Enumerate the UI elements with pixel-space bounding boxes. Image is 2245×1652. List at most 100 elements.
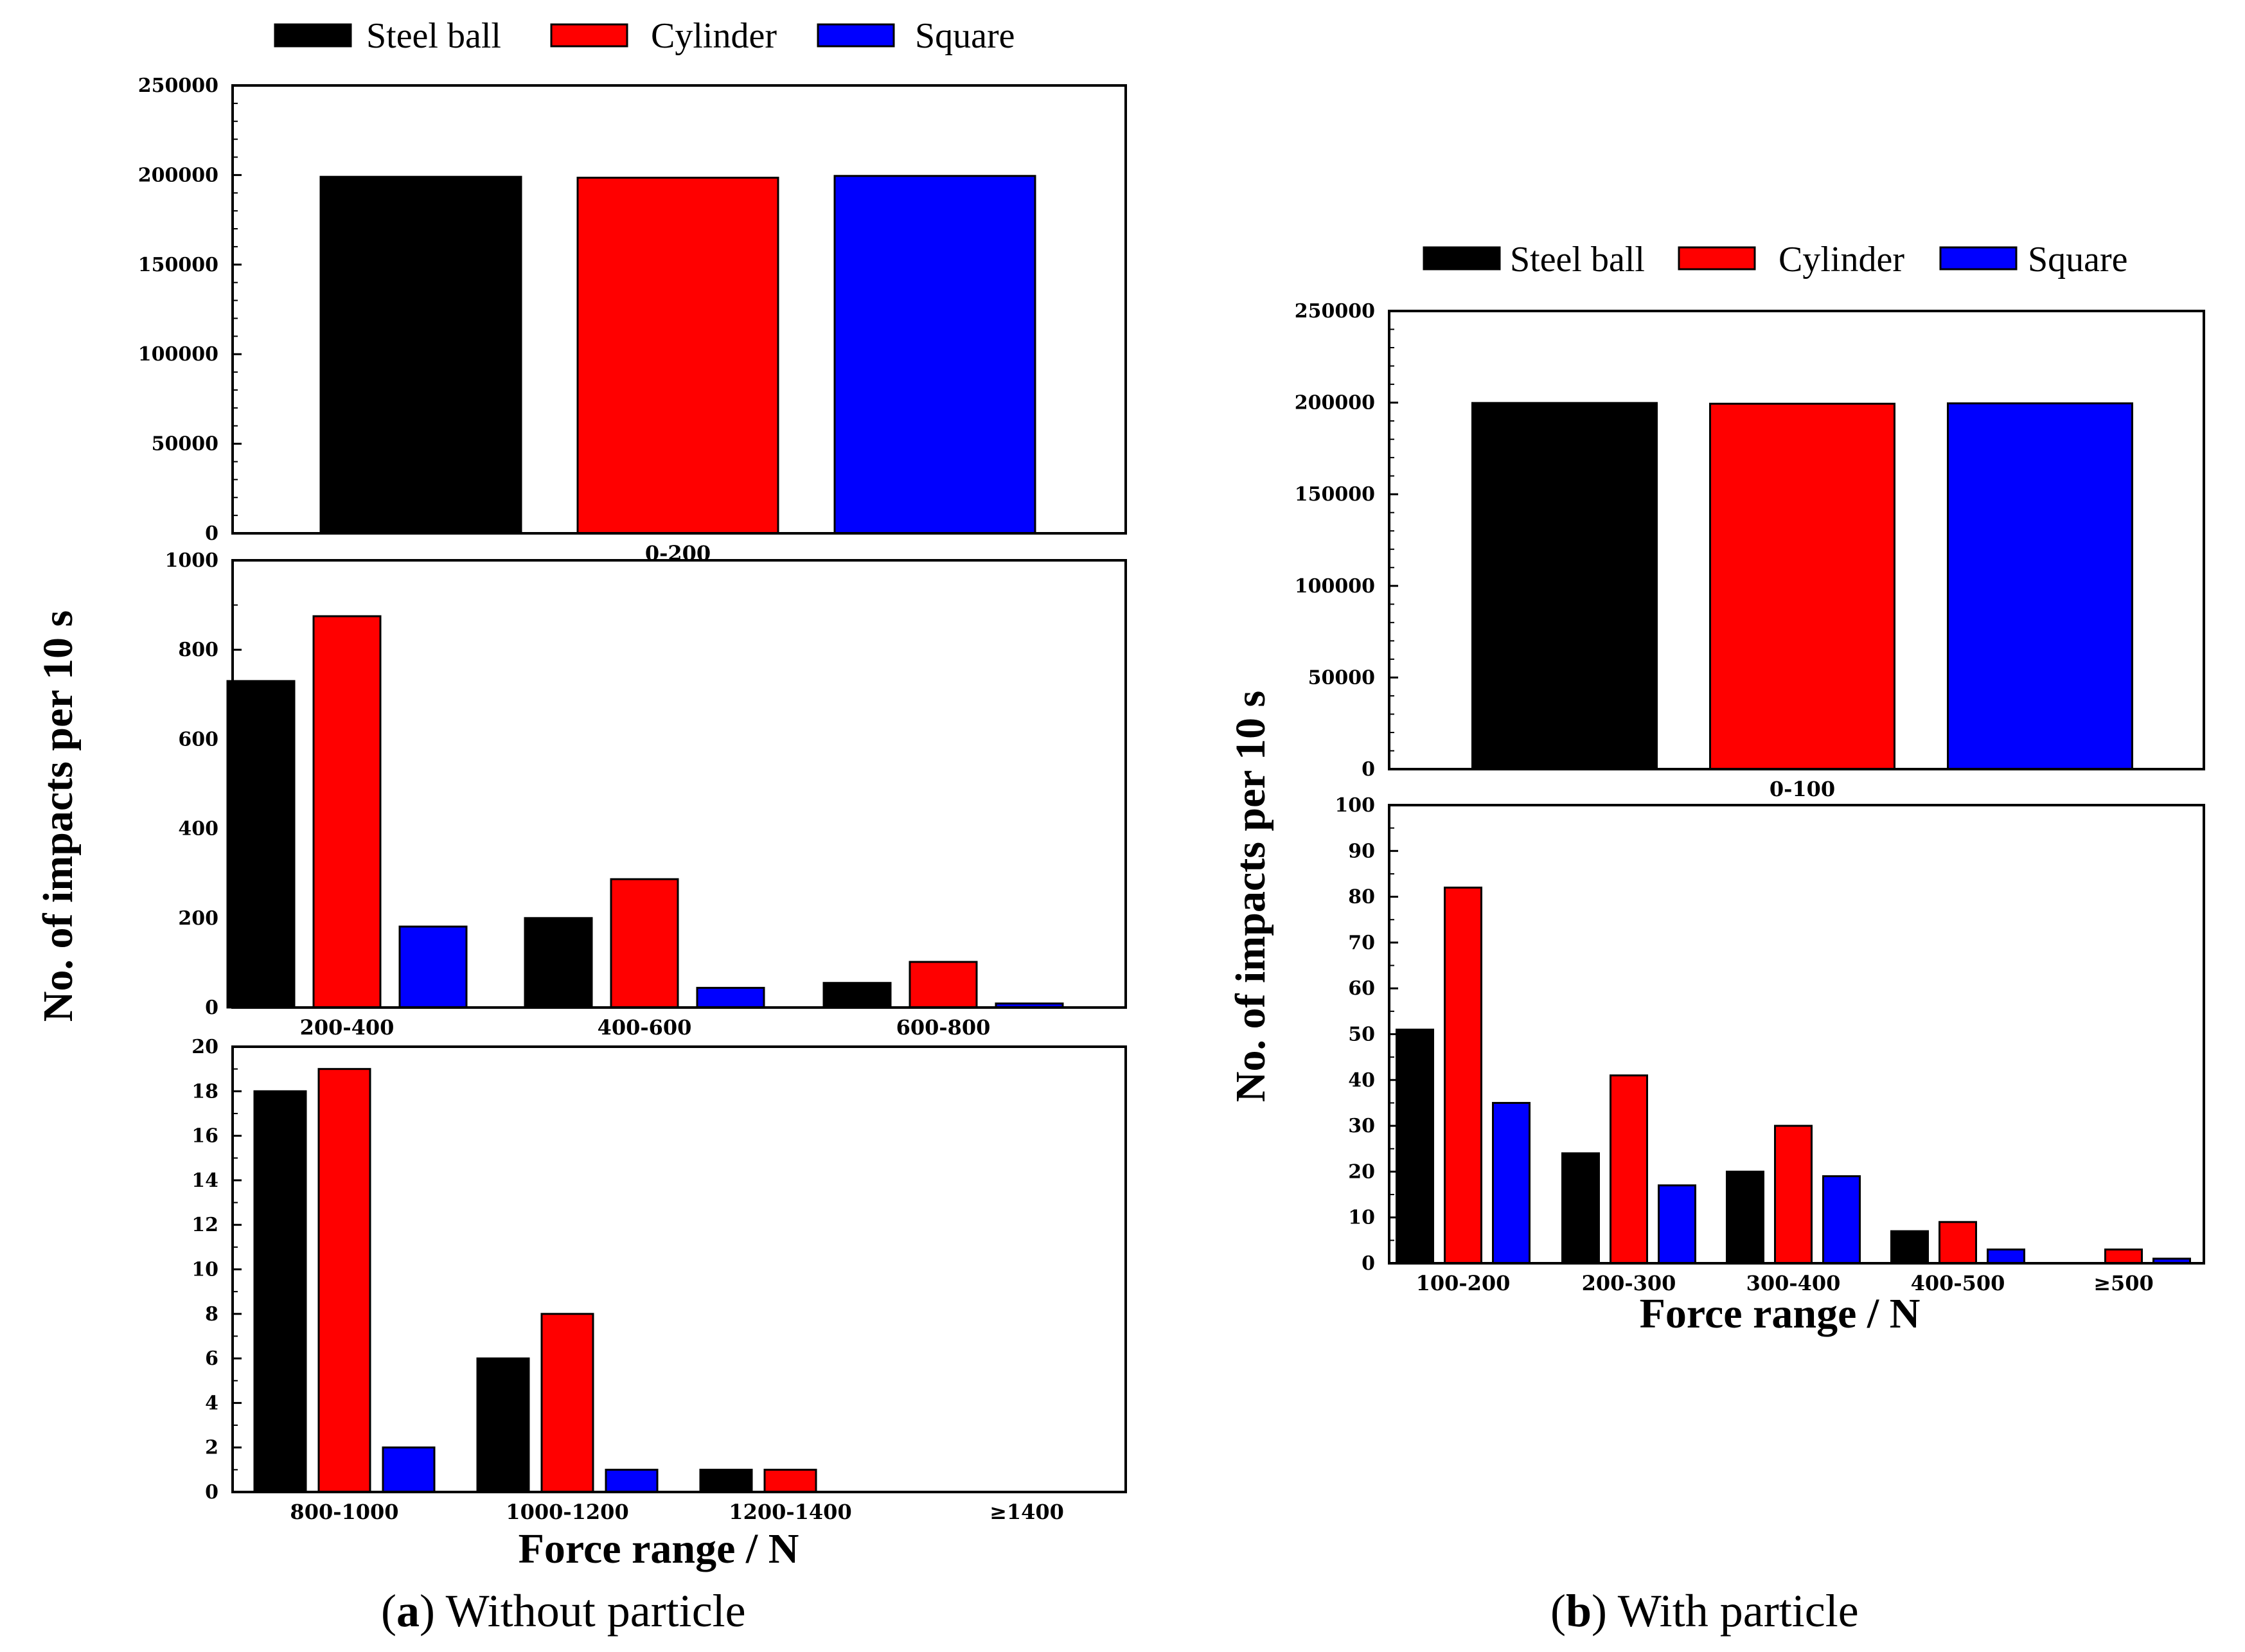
bar-square-0	[398, 925, 468, 1009]
bar-steel-1	[524, 917, 593, 1009]
plot-frame	[1388, 310, 2205, 770]
y-tick-label: 16	[191, 1125, 218, 1148]
y-tick-label: 8	[205, 1303, 218, 1326]
y-tick-label: 0	[205, 522, 218, 545]
y-tick-label: 150000	[138, 254, 218, 276]
y-tick-label: 10	[191, 1259, 218, 1281]
x-category-label: 600-800	[896, 1015, 991, 1040]
bar-cylinder-0	[576, 177, 779, 535]
caption-a-text: ) Without particle	[420, 1585, 746, 1637]
legend-b: Steel ball Cylinder Square	[1423, 240, 2128, 280]
legend-a-label-square: Square	[915, 16, 1015, 56]
panel-a-bot: 0 2 4 6 8 10 12 14 16 18 20 800-1000 1000-1200 1200-1…	[191, 1036, 1127, 1524]
legend-a-swatch-square	[817, 23, 895, 48]
legend-a-swatch-steel	[274, 23, 352, 48]
x-axis-label-a: Force range / N	[519, 1525, 799, 1572]
bar-square-1	[1658, 1184, 1696, 1265]
y-tick-label: 100	[1335, 794, 1375, 817]
caption-a-open: (	[381, 1585, 396, 1637]
legend-a: Steel ball Cylinder Square	[274, 16, 1015, 56]
caption-a: (a) Without particle	[381, 1585, 746, 1637]
bar-square-1	[696, 986, 765, 1009]
y-tick-label: 20	[191, 1036, 218, 1058]
x-category-label: 400-500	[1911, 1271, 2005, 1295]
panel-a-top: 0 50000 100000 150000 200000 250000 0-200	[138, 75, 1127, 565]
bar-steel-0	[253, 1090, 307, 1493]
y-tick-label: 250000	[138, 75, 218, 97]
y-tick-label: 400	[178, 818, 218, 840]
bar-steel-0	[1471, 402, 1658, 770]
legend-a-label-steel: Steel ball	[366, 16, 501, 56]
bar-steel-2	[699, 1468, 753, 1493]
legend-a-swatch-cylinder	[550, 23, 628, 48]
bar-cylinder-4	[2104, 1248, 2143, 1265]
y-tick-label: 30	[1348, 1115, 1375, 1137]
panel-a-mid: 0 200 400 600 800 1000 200-400 400-600 600-800	[165, 549, 1127, 1040]
y-tick-label: 200	[178, 907, 218, 930]
y-tick-label: 0	[1362, 758, 1375, 781]
panel-b-top: 0 50000 100000 150000 200000 250000 0-100	[1295, 300, 2205, 801]
caption-b-letter: b	[1566, 1585, 1592, 1637]
bar-cylinder-0	[1444, 886, 1482, 1265]
y-tick-label: 600	[178, 728, 218, 751]
y-tick-label: 40	[1348, 1069, 1375, 1092]
legend-b-label-cylinder: Cylinder	[1779, 240, 1904, 280]
bar-square-0	[382, 1446, 436, 1493]
y-tick-label: 100000	[1295, 575, 1375, 598]
x-category-label: 0-200	[645, 541, 711, 565]
bar-square-0	[1492, 1101, 1531, 1265]
bar-cylinder-1	[540, 1313, 594, 1493]
bar-steel-1	[1561, 1152, 1600, 1265]
bar-steel-0	[319, 175, 522, 535]
bar-cylinder-0	[312, 615, 382, 1009]
y-tick-label: 80	[1348, 886, 1375, 909]
bar-cylinder-0	[317, 1068, 371, 1493]
bar-square-0	[1947, 402, 2133, 770]
y-axis-label-b: No. of impacts per 10 s	[1227, 691, 1274, 1102]
legend-b-swatch-square	[1939, 246, 2018, 271]
bar-steel-2	[1726, 1170, 1764, 1265]
y-tick-label: 4	[205, 1392, 218, 1414]
y-tick-label: 50	[1348, 1024, 1375, 1046]
caption-b: (b) With particle	[1550, 1585, 1859, 1637]
panel-b-bot: 0 10 20 30 40 50 60 70 80 90 100 100-200 200-300 300-…	[1335, 794, 2205, 1295]
bar-square-0	[833, 175, 1036, 535]
bar-cylinder-1	[1610, 1074, 1648, 1265]
x-category-label: 800-1000	[290, 1500, 398, 1524]
y-tick-label: 800	[178, 639, 218, 661]
y-tick-label: 70	[1348, 932, 1375, 954]
y-tick-label: 50000	[152, 433, 218, 456]
x-axis-label-b: Force range / N	[1640, 1290, 1921, 1337]
legend-b-label-square: Square	[2028, 240, 2128, 280]
bar-cylinder-1	[610, 878, 679, 1009]
x-category-label: 200-400	[300, 1015, 395, 1040]
y-tick-label: 0	[205, 1481, 218, 1504]
legend-b-swatch-steel	[1423, 246, 1501, 271]
y-tick-label: 150000	[1295, 483, 1375, 506]
x-category-label: 1200-1400	[729, 1500, 851, 1524]
x-category-label: ≥500	[2093, 1271, 2154, 1295]
legend-a-label-cylinder: Cylinder	[651, 16, 777, 56]
y-axis-label-a: No. of impacts per 10 s	[35, 610, 82, 1022]
y-tick-label: 200000	[138, 164, 218, 186]
x-category-label: 100-200	[1416, 1271, 1511, 1295]
y-tick-label: 0	[205, 997, 218, 1019]
y-tick-label: 12	[191, 1214, 218, 1236]
x-category-label: ≥1400	[989, 1500, 1064, 1524]
y-tick-label: 200000	[1295, 392, 1375, 414]
legend-b-swatch-cylinder	[1678, 246, 1756, 271]
caption-a-letter: a	[396, 1585, 420, 1637]
bar-cylinder-0	[1709, 402, 1895, 770]
y-tick-label: 20	[1348, 1160, 1375, 1183]
y-tick-label: 90	[1348, 840, 1375, 862]
x-category-label: 0-100	[1770, 777, 1835, 801]
bar-cylinder-2	[1774, 1124, 1813, 1265]
bar-cylinder-2	[763, 1468, 817, 1493]
bar-square-1	[605, 1468, 659, 1493]
y-tick-label: 1000	[165, 549, 219, 572]
y-tick-label: 10	[1348, 1207, 1375, 1229]
x-category-label: 1000-1200	[506, 1500, 628, 1524]
y-tick-label: 250000	[1295, 300, 1375, 323]
caption-b-open: (	[1550, 1585, 1566, 1637]
